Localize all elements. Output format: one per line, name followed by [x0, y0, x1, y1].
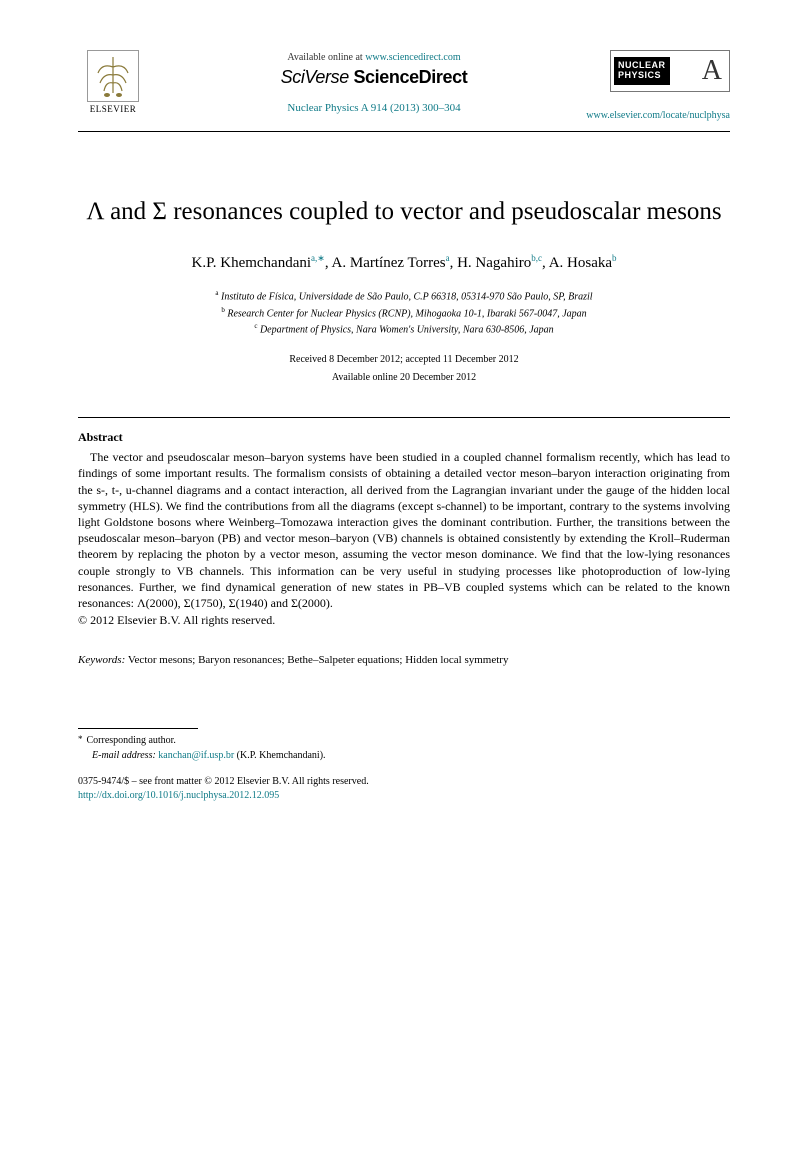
footer-block: 0375-9474/$ – see front matter © 2012 El… [78, 775, 730, 803]
publisher-logo-block: ELSEVIER [78, 50, 148, 114]
received-accepted: Received 8 December 2012; accepted 11 De… [78, 351, 730, 369]
journal-badge: NUCLEAR PHYSICS A [610, 50, 730, 92]
author-marks: b,c [531, 253, 542, 263]
elsevier-tree-icon [87, 50, 139, 102]
platform-main: ScienceDirect [353, 67, 467, 87]
corr-label: Corresponding author. [87, 735, 176, 746]
abstract-top-rule [78, 417, 730, 418]
doi-link[interactable]: http://dx.doi.org/10.1016/j.nuclphysa.20… [78, 789, 730, 803]
email-owner: (K.P. Khemchandani). [237, 750, 326, 761]
journal-badge-text: NUCLEAR PHYSICS [614, 57, 670, 85]
corr-author-line: *Corresponding author. [78, 733, 730, 748]
platform-prefix: SciVerse [281, 67, 354, 87]
author-name: H. Nagahiro [457, 255, 531, 271]
footnote-rule [78, 728, 198, 729]
masthead-row: ELSEVIER Available online at www.science… [78, 50, 730, 121]
journal-citation[interactable]: Nuclear Physics A 914 (2013) 300–304 [148, 102, 600, 114]
sciencedirect-logo: SciVerse ScienceDirect [148, 67, 600, 88]
affiliation-line: b Research Center for Nuclear Physics (R… [78, 305, 730, 321]
locate-url[interactable]: www.elsevier.com/locate/nuclphysa [586, 110, 730, 121]
affiliations-block: a Instituto de Física, Universidade de S… [78, 288, 730, 337]
copyright-line: © 2012 Elsevier B.V. All rights reserved… [78, 613, 730, 628]
keywords-label: Keywords: [78, 654, 125, 666]
keywords-line: Keywords: Vector mesons; Baryon resonanc… [78, 654, 730, 666]
abstract-heading: Abstract [78, 430, 730, 445]
email-label: E-mail address: [78, 750, 156, 761]
author-name: A. Martínez Torres [332, 255, 446, 271]
abstract-body: The vector and pseudoscalar meson–baryon… [78, 449, 730, 611]
journal-badge-letter: A [702, 55, 722, 87]
header-rule [78, 131, 730, 132]
author-marks: a,∗ [311, 253, 325, 263]
affil-text: Research Center for Nuclear Physics (RCN… [227, 308, 586, 319]
history-dates: Received 8 December 2012; accepted 11 De… [78, 351, 730, 387]
article-title: Λ and Σ resonances coupled to vector and… [78, 196, 730, 227]
corr-email[interactable]: kanchan@if.usp.br [158, 750, 234, 761]
affil-mark: b [221, 306, 225, 314]
affil-text: Department of Physics, Nara Women's Univ… [260, 324, 554, 335]
affiliation-line: c Department of Physics, Nara Women's Un… [78, 321, 730, 337]
email-line: E-mail address: kanchan@if.usp.br (K.P. … [78, 748, 730, 763]
author-name: A. Hosaka [549, 255, 612, 271]
badge-line2: PHYSICS [618, 71, 666, 81]
sciencedirect-url[interactable]: www.sciencedirect.com [365, 52, 460, 63]
authors-line: K.P. Khemchandania,∗, A. Martínez Torres… [78, 253, 730, 272]
affil-mark: c [254, 322, 257, 330]
masthead-right: NUCLEAR PHYSICS A www.elsevier.com/locat… [600, 50, 730, 121]
corr-mark: * [78, 734, 87, 744]
affil-text: Instituto de Física, Universidade de São… [221, 292, 593, 303]
author-marks: b [612, 253, 617, 263]
available-online-line: Available online at www.sciencedirect.co… [148, 52, 600, 63]
author-marks: a [446, 253, 450, 263]
issn-line: 0375-9474/$ – see front matter © 2012 El… [78, 775, 730, 789]
keywords-list: Vector mesons; Baryon resonances; Bethe–… [128, 654, 509, 666]
available-online: Available online 20 December 2012 [78, 369, 730, 387]
corresponding-footnote: *Corresponding author. E-mail address: k… [78, 733, 730, 763]
publisher-name: ELSEVIER [90, 104, 137, 114]
affil-mark: a [215, 289, 218, 297]
affiliation-line: a Instituto de Física, Universidade de S… [78, 288, 730, 304]
available-prefix: Available online at [287, 52, 365, 63]
masthead-center: Available online at www.sciencedirect.co… [148, 50, 600, 114]
author-name: K.P. Khemchandani [191, 255, 311, 271]
